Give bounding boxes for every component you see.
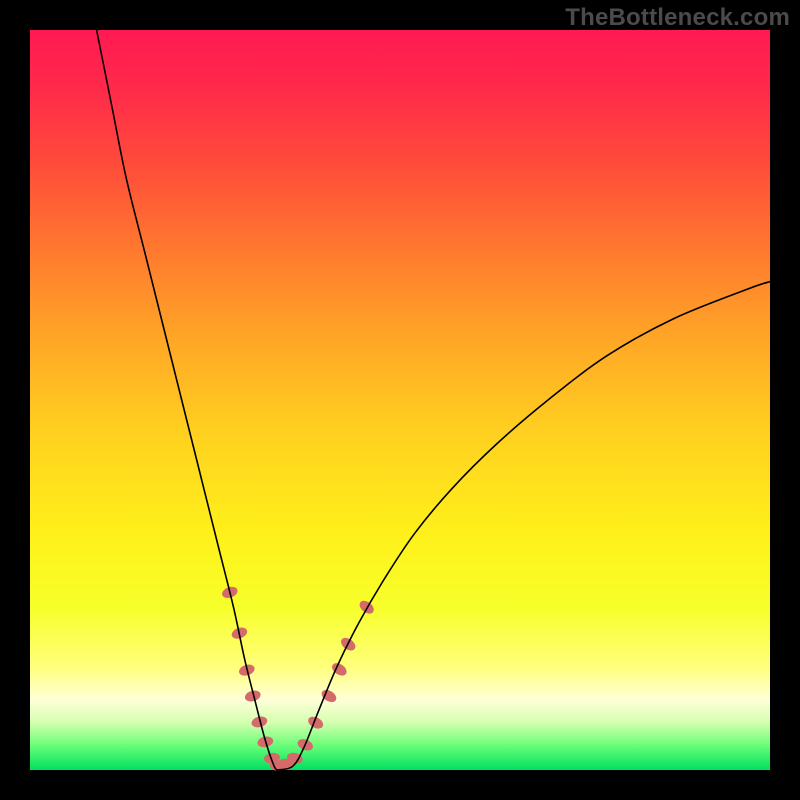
chart-svg xyxy=(0,0,800,800)
watermark-text: TheBottleneck.com xyxy=(565,4,790,32)
plot-background xyxy=(30,30,770,770)
chart-frame: TheBottleneck.com xyxy=(0,0,800,800)
